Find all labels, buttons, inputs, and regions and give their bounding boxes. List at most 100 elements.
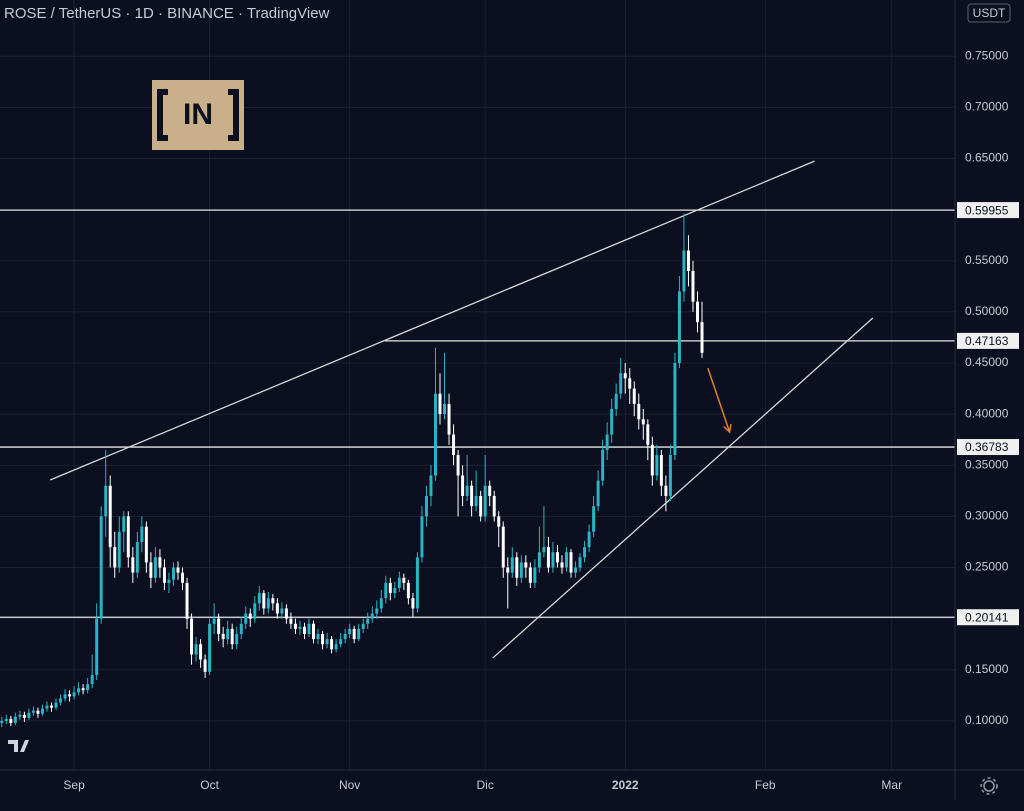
- candle-body: [361, 623, 365, 629]
- trend-line: [49, 160, 815, 481]
- candle-body: [9, 718, 13, 723]
- x-tick-label: Dic: [477, 778, 494, 792]
- candle-body: [321, 633, 325, 645]
- gear[interactable]: [983, 780, 995, 792]
- logo-text: IN: [183, 98, 213, 131]
- candle-body: [415, 557, 419, 609]
- candle-body: [492, 495, 496, 517]
- candle-body: [221, 633, 225, 640]
- candle-body: [248, 613, 252, 619]
- candle-body: [257, 593, 261, 604]
- candle-body: [352, 628, 356, 640]
- candle-body: [605, 434, 609, 450]
- candle-body: [533, 567, 537, 583]
- candle-body: [108, 485, 112, 548]
- y-tick-label: 0.45000: [965, 355, 1009, 369]
- settings-icon[interactable]: [980, 777, 998, 795]
- candle-body: [81, 688, 85, 691]
- axes: 0.100000.150000.200000.250000.300000.350…: [63, 48, 1019, 792]
- candle-body: [456, 455, 460, 476]
- tv-logo-shape[interactable]: [8, 740, 29, 752]
- candle-body: [560, 562, 564, 568]
- candle-body: [307, 623, 311, 634]
- currency-label[interactable]: USDT: [973, 6, 1006, 20]
- candle-body: [397, 577, 401, 588]
- candle-body: [117, 531, 121, 568]
- candle-body: [357, 628, 361, 640]
- candle-body: [50, 705, 53, 708]
- candle-body: [63, 694, 67, 699]
- candle-body: [262, 593, 266, 609]
- candle-body: [36, 710, 40, 714]
- candle-body: [316, 633, 320, 640]
- candle-body: [298, 626, 302, 629]
- tradingview-logo[interactable]: [8, 740, 29, 752]
- candle-body: [565, 552, 568, 568]
- candle-body: [470, 485, 474, 507]
- candle-body: [406, 582, 410, 599]
- level-label-box: [957, 609, 1019, 626]
- candle-body: [578, 557, 582, 568]
- y-tick-label: 0.15000: [965, 662, 1009, 676]
- candle-body: [325, 639, 329, 645]
- candle-body: [465, 485, 469, 496]
- candle-body: [515, 557, 519, 578]
- candle-body: [293, 623, 297, 629]
- candle-body: [659, 455, 663, 486]
- candle-body: [677, 291, 681, 364]
- candle-body: [596, 480, 600, 507]
- candle-body: [199, 644, 203, 660]
- watermark-logo: IN: [152, 80, 244, 150]
- arrow-shaft: [707, 367, 731, 433]
- candle-body: [59, 698, 63, 703]
- candle-body: [632, 388, 636, 404]
- candle-body: [542, 547, 546, 553]
- candle-body: [686, 250, 690, 271]
- gear-teeth[interactable]: [980, 777, 998, 795]
- level-label-box: [957, 202, 1019, 219]
- candle-body: [158, 557, 162, 568]
- y-tick-label: 0.75000: [965, 48, 1009, 62]
- chart-title: ROSE / TetherUS · 1D · BINANCE · Trading…: [4, 5, 330, 22]
- currency-box[interactable]: [967, 3, 1011, 23]
- candle-body: [375, 608, 379, 614]
- candle-body: [555, 552, 559, 563]
- candle-body: [583, 547, 587, 558]
- candle-body: [40, 708, 44, 714]
- candle-body: [664, 485, 668, 496]
- x-tick-label: Sep: [63, 778, 85, 792]
- candle-body: [402, 577, 406, 583]
- candle-body: [447, 403, 451, 435]
- candle-body: [181, 572, 184, 583]
- candle-body: [601, 449, 605, 481]
- candle-body: [239, 623, 243, 634]
- candle-body: [646, 424, 650, 445]
- candle-body: [682, 250, 686, 292]
- candle-body: [384, 582, 388, 599]
- candle-body: [190, 618, 194, 655]
- candle-body: [420, 516, 424, 558]
- y-tick-label: 0.50000: [965, 304, 1009, 318]
- arrow-head: [723, 424, 732, 434]
- y-tick-label: 0.10000: [965, 713, 1009, 727]
- candle-body: [230, 628, 234, 645]
- candle-body: [488, 485, 492, 496]
- candle-body: [284, 608, 288, 619]
- candle-body: [266, 598, 270, 609]
- y-tick-label: 0.70000: [965, 100, 1009, 114]
- candle-body: [438, 393, 442, 415]
- candle-body: [551, 552, 555, 568]
- candle-body: [31, 710, 35, 713]
- candle-body: [185, 582, 189, 619]
- candle-body: [497, 516, 501, 527]
- candle-body: [443, 403, 447, 415]
- candle-body: [537, 552, 541, 568]
- candle-body: [614, 393, 618, 410]
- candle-body: [393, 587, 397, 594]
- candle-body: [162, 567, 166, 583]
- candle-body: [483, 485, 487, 517]
- candle-body: [623, 373, 627, 379]
- candle-body: [4, 718, 8, 721]
- candle-body: [501, 526, 505, 568]
